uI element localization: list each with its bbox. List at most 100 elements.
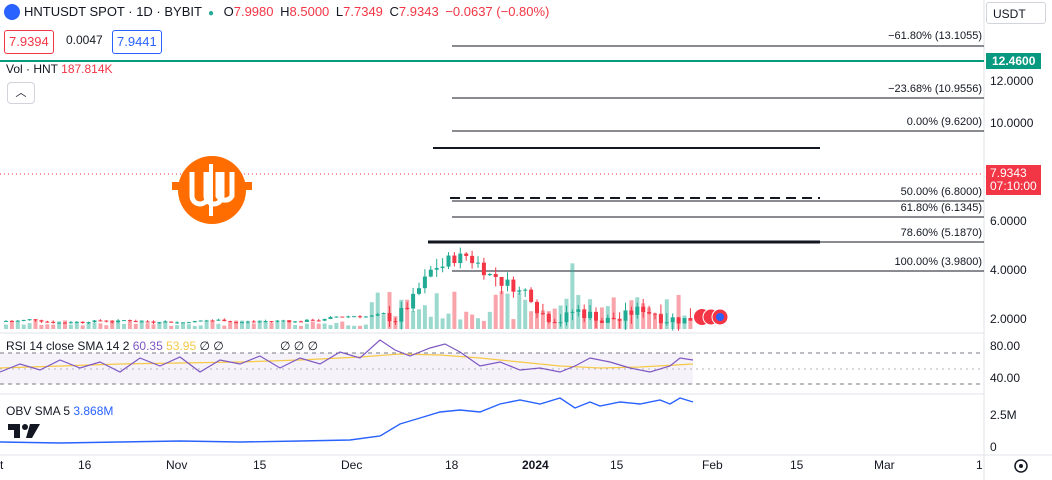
obv-legend[interactable]: OBV SMA 5 3.868M [6, 404, 113, 418]
volume-bar [647, 307, 652, 329]
candle-body [275, 320, 280, 322]
rsi-legend-name: RSI 14 close SMA 14 2 [6, 339, 130, 353]
volume-bar [181, 323, 185, 329]
candle-body [411, 293, 416, 309]
volume-bar [15, 321, 20, 329]
candle-body [363, 316, 368, 318]
candle-body [588, 311, 593, 319]
volume-bar [275, 321, 280, 329]
candle-body [145, 321, 150, 323]
rsi-extra: ∅ ∅ [199, 339, 224, 353]
candle-body [175, 322, 180, 324]
bar-countdown: 07:10:00 [990, 179, 1037, 193]
tradingview-logo-icon[interactable] [8, 424, 40, 438]
price-tick: 12.0000 [990, 74, 1034, 88]
candle-body [110, 321, 115, 323]
candle-body [216, 319, 221, 321]
symbol-header[interactable]: HNTUSDT SPOT · 1D · BYBIT ● O7.9980 H8.50… [24, 4, 552, 19]
candle-body [181, 322, 185, 324]
volume-bar [186, 324, 191, 329]
candle-body [163, 321, 168, 323]
volume-bar [39, 324, 44, 329]
rsi-legend[interactable]: RSI 14 close SMA 14 2 60.35 53.95 ∅ ∅ [6, 339, 224, 353]
volume-bar [127, 321, 132, 329]
currency-button[interactable]: USDT [986, 2, 1046, 24]
rsi-tick: 80.00 [990, 339, 1021, 353]
flag-icon[interactable] [694, 308, 729, 326]
candle-body [222, 319, 227, 322]
volume-bar [63, 320, 67, 329]
candle-body [458, 253, 463, 264]
candle-body [27, 319, 32, 321]
volume-legend[interactable]: Vol · HNT 187.814K [6, 62, 113, 76]
candle-body [33, 319, 38, 321]
volume-bar [80, 325, 85, 329]
current-price-value: 7.9343 [990, 166, 1027, 180]
gear-icon[interactable] [1014, 459, 1028, 473]
volume-bar [21, 324, 26, 329]
candle-body [245, 321, 250, 323]
candle-body [558, 322, 563, 324]
volume-bar [145, 323, 150, 329]
rsi-value: 60.35 [132, 339, 163, 353]
volume-bar [157, 321, 162, 329]
volume-bar [175, 325, 180, 329]
fib-label: 0.00% (9.6200) [906, 116, 982, 128]
candle-body [21, 319, 26, 321]
candle-body [68, 322, 73, 324]
volume-bar [523, 299, 528, 329]
fib-label: −23.68% (10.9556) [888, 83, 982, 95]
volume-bar [110, 320, 115, 329]
high-value: 8.5000 [289, 4, 330, 19]
spread-value: 0.0047 [66, 33, 103, 47]
candle-body [299, 321, 303, 323]
volume-bar [269, 322, 274, 329]
candle-body [570, 311, 575, 313]
candle-body [682, 318, 687, 324]
volume-bar [464, 311, 469, 329]
candle-body [417, 288, 421, 294]
low-label: L [335, 4, 344, 19]
candle-body [641, 306, 646, 313]
coin-icon [4, 4, 20, 20]
candle-body [446, 255, 451, 267]
buy-button[interactable]: 7.9441 [112, 30, 162, 54]
volume-bar [381, 314, 386, 329]
candle-body [63, 322, 67, 324]
candle-body [133, 321, 138, 323]
collapse-legend-button[interactable]: ︿ [7, 82, 35, 104]
candle-body [440, 266, 445, 268]
volume-bar [98, 323, 103, 329]
candle-body [511, 279, 516, 292]
candle-body [234, 322, 239, 324]
volume-bar [169, 325, 174, 329]
candle-body [594, 311, 598, 321]
candle-body [405, 307, 410, 309]
sell-button[interactable]: 7.9394 [4, 30, 54, 54]
volume-bar [422, 305, 427, 329]
volume-bar [151, 324, 156, 329]
volume-bar [434, 293, 439, 329]
volume-bar [304, 323, 309, 329]
candle-body [375, 314, 380, 316]
fib-label: 50.00% (6.8000) [900, 186, 982, 198]
price-tick: 6.0000 [990, 214, 1027, 228]
current-price-label: 7.9343 07:10:00 [986, 165, 1041, 195]
candle-body [98, 320, 103, 322]
volume-bar [476, 318, 480, 329]
candle-body [346, 316, 351, 318]
price-tick: 4.0000 [990, 263, 1027, 277]
candle-body [529, 289, 534, 302]
volume-bar [346, 325, 351, 329]
chevron-up-icon: ︿ [15, 87, 27, 99]
volume-bar [210, 320, 215, 329]
volume-bar [499, 291, 504, 329]
candle-body [470, 255, 475, 264]
volume-bar [104, 325, 109, 329]
volume-bar [198, 325, 203, 329]
candle-body [481, 262, 486, 276]
candle-body [257, 321, 262, 323]
volume-bar [570, 263, 575, 329]
candle-body [399, 307, 404, 322]
